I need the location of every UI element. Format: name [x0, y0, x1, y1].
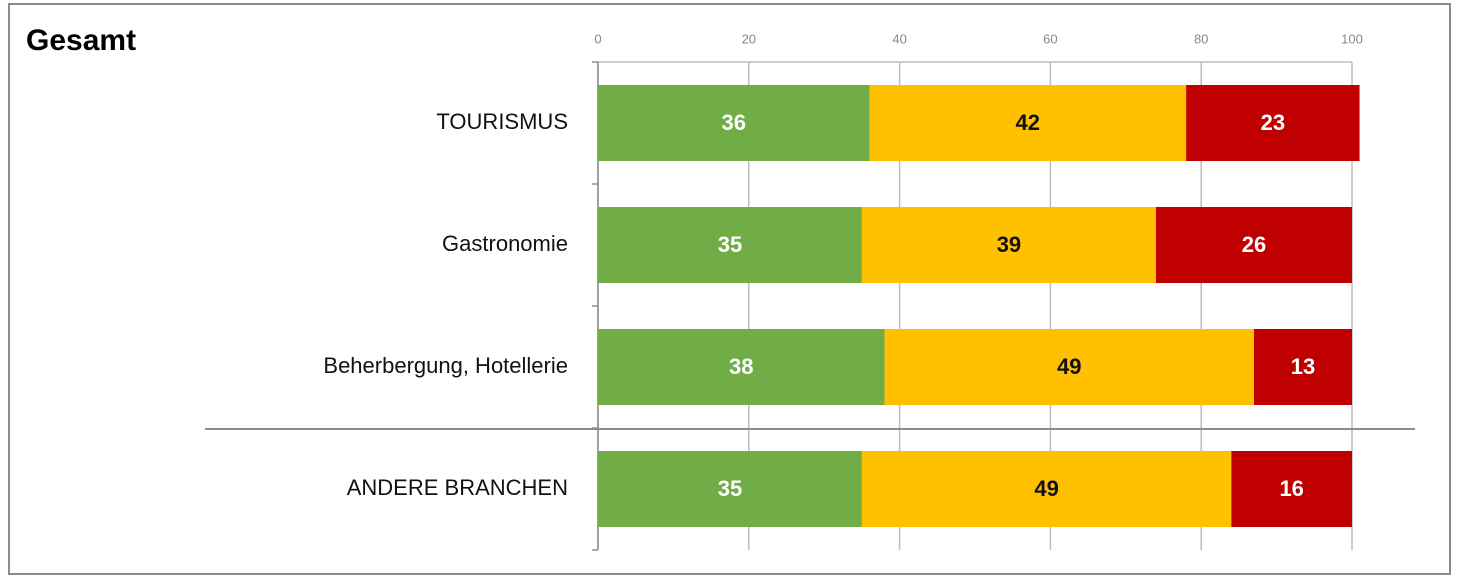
bar-segment: [598, 329, 885, 405]
bar-segment: [861, 451, 1232, 527]
bar-segment: [598, 451, 862, 527]
bar-segment: [1155, 207, 1352, 283]
y-tick-label: Gastronomie: [442, 231, 568, 256]
y-tick-label: Beherbergung, Hotellerie: [323, 353, 568, 378]
x-tick-label: 40: [892, 31, 906, 46]
y-tick-label: ANDERE BRANCHEN: [347, 475, 568, 500]
data-label: 13: [1291, 354, 1315, 379]
bar-segment: [869, 85, 1187, 161]
y-tick-label: TOURISMUS: [436, 109, 568, 134]
data-label: 16: [1279, 476, 1303, 501]
x-tick-label: 80: [1194, 31, 1208, 46]
data-label: 23: [1261, 110, 1285, 135]
data-label: 39: [997, 232, 1021, 257]
bars: TOURISMUS 36 42 23 Gastronomie 35 39 26 Beherber…: [323, 85, 1360, 527]
data-label: 35: [718, 476, 742, 501]
data-label: 42: [1016, 110, 1040, 135]
chart-title: Gesamt: [26, 24, 136, 57]
data-label: 49: [1034, 476, 1058, 501]
bar-segment: [1253, 329, 1352, 405]
bar-segment: [1186, 85, 1360, 161]
bar-segment: [598, 207, 862, 283]
data-label: 35: [718, 232, 742, 257]
x-tick-label: 60: [1043, 31, 1057, 46]
bar-segment: [598, 85, 870, 161]
data-label: 49: [1057, 354, 1081, 379]
data-label: 38: [729, 354, 753, 379]
x-tick-label: 100: [1341, 31, 1363, 46]
data-label: 26: [1242, 232, 1266, 257]
x-tick-label: 20: [742, 31, 756, 46]
data-label: 36: [721, 110, 745, 135]
bar-segment: [861, 207, 1156, 283]
bar-segment: [1231, 451, 1352, 527]
bar-segment: [884, 329, 1254, 405]
x-tick-label: 0: [594, 31, 601, 46]
